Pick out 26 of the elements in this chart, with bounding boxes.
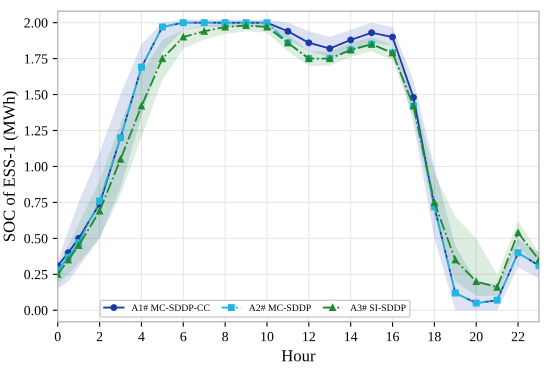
x-tick-label: 6 <box>180 332 186 342</box>
y-tick-label: 1.75 <box>24 54 48 64</box>
y-tick-label: 0.75 <box>24 198 48 208</box>
x-tick-label: 16 <box>386 332 400 342</box>
x-tick-label: 12 <box>303 332 316 342</box>
x-axis-title: Hour <box>282 350 316 362</box>
x-tick-label: 14 <box>344 332 358 342</box>
legend-label: A2# MC-SDDP <box>248 304 311 312</box>
y-tick-label: 0.25 <box>24 270 48 280</box>
y-tick-label: 1.00 <box>24 162 48 172</box>
y-tick-label: 2.00 <box>24 18 48 28</box>
x-tick-label: 18 <box>428 332 441 342</box>
y-axis-title: SOC of ESS-1 (MWh) <box>2 92 18 242</box>
x-tick-label: 20 <box>470 332 483 342</box>
x-tick-label: 8 <box>222 332 228 342</box>
x-tick-label: 22 <box>512 332 524 342</box>
y-tick-label: 0.00 <box>24 306 48 316</box>
y-tick-label: 1.25 <box>24 126 48 136</box>
x-tick-label: 0 <box>54 332 61 342</box>
x-tick-label: 10 <box>261 332 274 342</box>
y-tick-label: 1.50 <box>24 90 48 100</box>
y-tick-label: 0.50 <box>24 234 48 244</box>
x-tick-label: 4 <box>138 332 145 342</box>
legend-label: A1# MC-SDDP-CC <box>131 304 210 312</box>
legend-label: A3# SI-SDDP <box>350 304 406 312</box>
x-tick-label: 2 <box>96 332 102 342</box>
